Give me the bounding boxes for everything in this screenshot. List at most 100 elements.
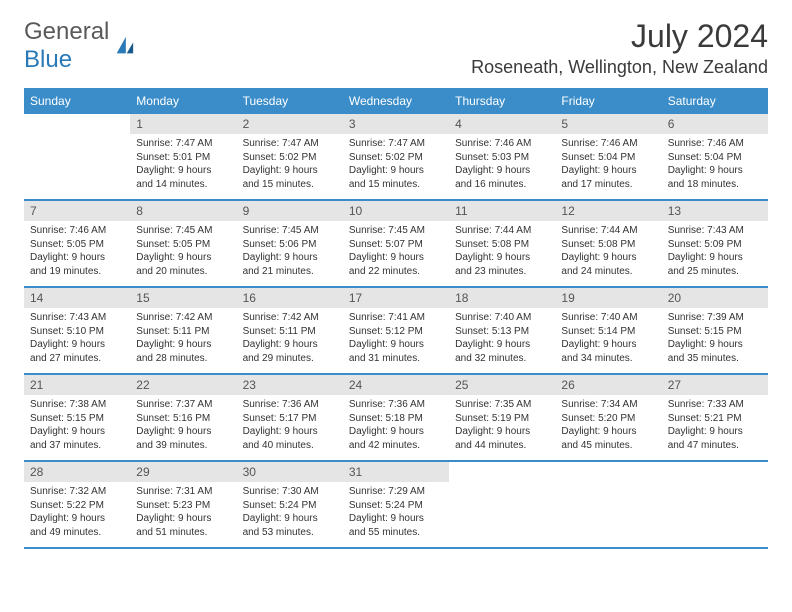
day-line-d1: Daylight: 9 hours <box>561 164 655 178</box>
day-body: Sunrise: 7:46 AMSunset: 5:05 PMDaylight:… <box>24 221 130 286</box>
day-line-d2: and 53 minutes. <box>243 526 337 540</box>
day-body: Sunrise: 7:47 AMSunset: 5:02 PMDaylight:… <box>237 134 343 199</box>
day-line-sr: Sunrise: 7:40 AM <box>455 311 549 325</box>
weekday-header: Monday <box>130 88 236 114</box>
day-line-d2: and 35 minutes. <box>668 352 762 366</box>
day-line-d2: and 51 minutes. <box>136 526 230 540</box>
day-body: Sunrise: 7:36 AMSunset: 5:17 PMDaylight:… <box>237 395 343 460</box>
calendar-cell: 14Sunrise: 7:43 AMSunset: 5:10 PMDayligh… <box>24 287 130 374</box>
day-line-d1: Daylight: 9 hours <box>243 512 337 526</box>
day-line-sr: Sunrise: 7:38 AM <box>30 398 124 412</box>
calendar-cell: 20Sunrise: 7:39 AMSunset: 5:15 PMDayligh… <box>662 287 768 374</box>
day-number: 3 <box>343 114 449 134</box>
day-line-ss: Sunset: 5:19 PM <box>455 412 549 426</box>
day-line-ss: Sunset: 5:04 PM <box>668 151 762 165</box>
day-line-sr: Sunrise: 7:43 AM <box>668 224 762 238</box>
day-line-d2: and 21 minutes. <box>243 265 337 279</box>
day-line-ss: Sunset: 5:20 PM <box>561 412 655 426</box>
day-line-sr: Sunrise: 7:41 AM <box>349 311 443 325</box>
day-line-d2: and 49 minutes. <box>30 526 124 540</box>
day-line-sr: Sunrise: 7:35 AM <box>455 398 549 412</box>
calendar-cell: 13Sunrise: 7:43 AMSunset: 5:09 PMDayligh… <box>662 200 768 287</box>
day-line-ss: Sunset: 5:15 PM <box>30 412 124 426</box>
day-line-ss: Sunset: 5:18 PM <box>349 412 443 426</box>
day-line-ss: Sunset: 5:07 PM <box>349 238 443 252</box>
day-line-ss: Sunset: 5:23 PM <box>136 499 230 513</box>
calendar-cell: 24Sunrise: 7:36 AMSunset: 5:18 PMDayligh… <box>343 374 449 461</box>
day-line-sr: Sunrise: 7:33 AM <box>668 398 762 412</box>
day-number: 7 <box>24 201 130 221</box>
day-number: 9 <box>237 201 343 221</box>
title-block: July 2024 Roseneath, Wellington, New Zea… <box>471 18 768 78</box>
day-body: Sunrise: 7:30 AMSunset: 5:24 PMDaylight:… <box>237 482 343 547</box>
calendar-cell: 9Sunrise: 7:45 AMSunset: 5:06 PMDaylight… <box>237 200 343 287</box>
month-title: July 2024 <box>471 18 768 55</box>
weekday-header: Wednesday <box>343 88 449 114</box>
calendar-cell: 22Sunrise: 7:37 AMSunset: 5:16 PMDayligh… <box>130 374 236 461</box>
day-line-d2: and 45 minutes. <box>561 439 655 453</box>
day-body: Sunrise: 7:42 AMSunset: 5:11 PMDaylight:… <box>130 308 236 373</box>
day-line-ss: Sunset: 5:14 PM <box>561 325 655 339</box>
day-line-sr: Sunrise: 7:46 AM <box>561 137 655 151</box>
day-line-ss: Sunset: 5:21 PM <box>668 412 762 426</box>
brand-text: General Blue <box>24 18 109 74</box>
day-line-d2: and 39 minutes. <box>136 439 230 453</box>
day-line-d2: and 15 minutes. <box>243 178 337 192</box>
day-line-d1: Daylight: 9 hours <box>349 251 443 265</box>
weekday-header: Sunday <box>24 88 130 114</box>
day-body: Sunrise: 7:46 AMSunset: 5:04 PMDaylight:… <box>662 134 768 199</box>
calendar-cell: 15Sunrise: 7:42 AMSunset: 5:11 PMDayligh… <box>130 287 236 374</box>
day-line-sr: Sunrise: 7:42 AM <box>243 311 337 325</box>
calendar-cell: 7Sunrise: 7:46 AMSunset: 5:05 PMDaylight… <box>24 200 130 287</box>
day-line-ss: Sunset: 5:16 PM <box>136 412 230 426</box>
day-number: 30 <box>237 462 343 482</box>
day-line-d1: Daylight: 9 hours <box>30 251 124 265</box>
day-line-sr: Sunrise: 7:37 AM <box>136 398 230 412</box>
day-line-d2: and 18 minutes. <box>668 178 762 192</box>
weekday-header: Saturday <box>662 88 768 114</box>
day-line-d1: Daylight: 9 hours <box>455 425 549 439</box>
header: General Blue July 2024 Roseneath, Wellin… <box>24 18 768 78</box>
day-number: 12 <box>555 201 661 221</box>
calendar-cell: 2Sunrise: 7:47 AMSunset: 5:02 PMDaylight… <box>237 114 343 200</box>
day-line-d1: Daylight: 9 hours <box>243 338 337 352</box>
day-number: 2 <box>237 114 343 134</box>
calendar-cell: 27Sunrise: 7:33 AMSunset: 5:21 PMDayligh… <box>662 374 768 461</box>
day-line-sr: Sunrise: 7:36 AM <box>349 398 443 412</box>
day-body: Sunrise: 7:36 AMSunset: 5:18 PMDaylight:… <box>343 395 449 460</box>
calendar-cell: 25Sunrise: 7:35 AMSunset: 5:19 PMDayligh… <box>449 374 555 461</box>
day-line-d1: Daylight: 9 hours <box>243 251 337 265</box>
day-line-d2: and 19 minutes. <box>30 265 124 279</box>
day-line-d2: and 31 minutes. <box>349 352 443 366</box>
day-line-d1: Daylight: 9 hours <box>349 512 443 526</box>
calendar-week: 28Sunrise: 7:32 AMSunset: 5:22 PMDayligh… <box>24 461 768 548</box>
day-line-sr: Sunrise: 7:47 AM <box>243 137 337 151</box>
calendar-cell <box>662 461 768 548</box>
day-line-d2: and 16 minutes. <box>455 178 549 192</box>
day-number: 23 <box>237 375 343 395</box>
day-line-ss: Sunset: 5:03 PM <box>455 151 549 165</box>
day-body: Sunrise: 7:29 AMSunset: 5:24 PMDaylight:… <box>343 482 449 547</box>
day-line-sr: Sunrise: 7:46 AM <box>30 224 124 238</box>
calendar-header-row: SundayMondayTuesdayWednesdayThursdayFrid… <box>24 88 768 114</box>
day-body: Sunrise: 7:40 AMSunset: 5:13 PMDaylight:… <box>449 308 555 373</box>
calendar-cell: 17Sunrise: 7:41 AMSunset: 5:12 PMDayligh… <box>343 287 449 374</box>
day-number: 16 <box>237 288 343 308</box>
day-body: Sunrise: 7:46 AMSunset: 5:03 PMDaylight:… <box>449 134 555 199</box>
day-line-sr: Sunrise: 7:47 AM <box>136 137 230 151</box>
day-line-d2: and 47 minutes. <box>668 439 762 453</box>
calendar-cell: 23Sunrise: 7:36 AMSunset: 5:17 PMDayligh… <box>237 374 343 461</box>
day-line-d1: Daylight: 9 hours <box>668 338 762 352</box>
calendar-cell: 26Sunrise: 7:34 AMSunset: 5:20 PMDayligh… <box>555 374 661 461</box>
calendar-week: 1Sunrise: 7:47 AMSunset: 5:01 PMDaylight… <box>24 114 768 200</box>
calendar-cell: 19Sunrise: 7:40 AMSunset: 5:14 PMDayligh… <box>555 287 661 374</box>
day-line-ss: Sunset: 5:12 PM <box>349 325 443 339</box>
calendar-week: 7Sunrise: 7:46 AMSunset: 5:05 PMDaylight… <box>24 200 768 287</box>
day-line-ss: Sunset: 5:04 PM <box>561 151 655 165</box>
day-line-d1: Daylight: 9 hours <box>136 164 230 178</box>
day-line-sr: Sunrise: 7:40 AM <box>561 311 655 325</box>
day-body: Sunrise: 7:37 AMSunset: 5:16 PMDaylight:… <box>130 395 236 460</box>
calendar-cell: 30Sunrise: 7:30 AMSunset: 5:24 PMDayligh… <box>237 461 343 548</box>
day-line-d2: and 20 minutes. <box>136 265 230 279</box>
day-line-ss: Sunset: 5:13 PM <box>455 325 549 339</box>
